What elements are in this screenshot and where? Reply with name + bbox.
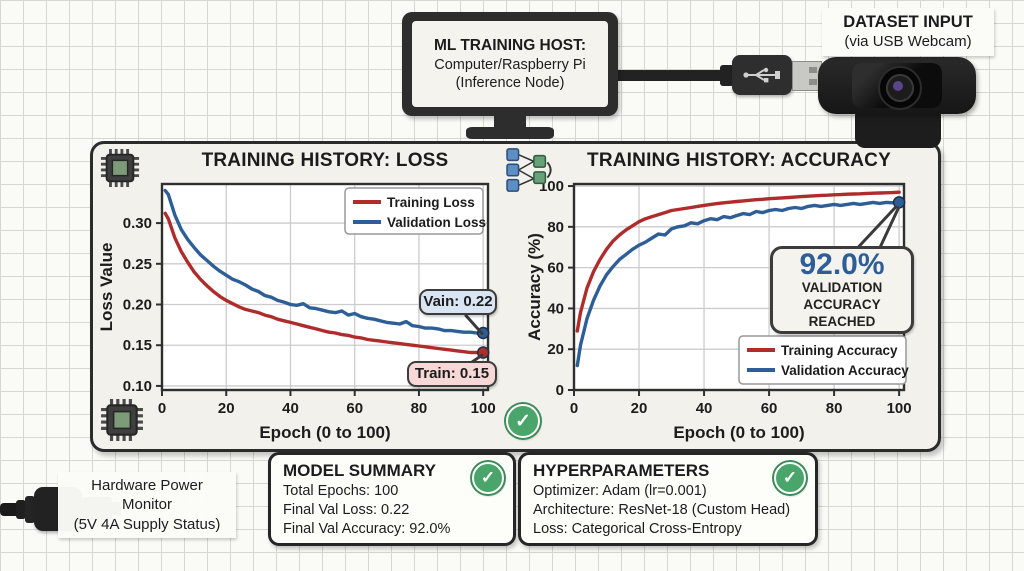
cpu-chip-icon (100, 398, 144, 447)
svg-text:0.10: 0.10 (123, 378, 152, 395)
svg-text:20: 20 (547, 341, 564, 358)
val-accuracy-line2: ACCURACY REACHED (803, 297, 881, 330)
loss-chart: 0 20 40 60 80 100 0.10 0.15 0.20 0.25 0.30 Epoch (0… (98, 182, 496, 442)
hyperparameters-optimizer: Optimizer: Adam (lr=0.001) (533, 483, 707, 499)
monitor-stand-neck (494, 116, 526, 128)
svg-text:40: 40 (696, 400, 713, 417)
svg-text:60: 60 (761, 400, 778, 417)
usb-contact (809, 79, 817, 85)
dataset-input-subtitle: (via USB Webcam) (844, 32, 972, 50)
svg-text:Epoch (0 to 100): Epoch (0 to 100) (673, 423, 804, 442)
svg-text:0.25: 0.25 (123, 256, 152, 273)
svg-text:0: 0 (570, 400, 578, 417)
svg-text:60: 60 (346, 400, 363, 417)
usb-cable (614, 70, 726, 81)
dataset-input-title: DATASET INPUT (843, 13, 973, 32)
model-summary-title: MODEL SUMMARY (283, 461, 436, 480)
cpu-chip-icon (100, 148, 140, 193)
usb-contact (809, 67, 817, 73)
svg-text:Training Accuracy: Training Accuracy (781, 343, 898, 358)
neural-network-icon (505, 147, 557, 198)
host-monitor-screen: ML TRAINING HOST: Computer/Raspberry Pi … (412, 21, 608, 107)
power-plug-ridge (16, 500, 26, 519)
svg-text:Validation Accuracy: Validation Accuracy (781, 363, 909, 378)
model-summary-val-accuracy: Final Val Accuracy: 92.0% (283, 521, 451, 538)
svg-text:60: 60 (547, 260, 564, 277)
loss-chart-title: TRAINING HISTORY: LOSS (201, 150, 449, 171)
svg-text:0: 0 (556, 382, 564, 399)
model-summary-val-loss: Final Val Loss: 0.22 (283, 502, 410, 519)
svg-text:100: 100 (471, 400, 496, 417)
train-loss-callout: Train: 0.15 (407, 361, 497, 387)
svg-text:0: 0 (158, 400, 166, 417)
svg-text:0.20: 0.20 (123, 297, 152, 314)
webcam-lens-glint (893, 81, 903, 91)
host-subtitle-2: (Inference Node) (455, 74, 565, 91)
svg-text:40: 40 (547, 300, 564, 317)
power-plug-ridge (25, 496, 35, 523)
check-icon: ✓ (472, 462, 504, 494)
host-subtitle: Computer/Raspberry Pi (434, 56, 586, 73)
check-icon: ✓ (774, 462, 806, 494)
svg-text:Accuracy (%): Accuracy (%) (526, 233, 544, 341)
usb-trident-icon (743, 67, 780, 83)
usb-cable-nub (720, 65, 734, 86)
dataset-input-label: DATASET INPUT (via USB Webcam) (822, 8, 994, 56)
svg-text:80: 80 (547, 219, 564, 236)
svg-text:20: 20 (631, 400, 648, 417)
val-accuracy-value: 92.0% (799, 247, 885, 281)
svg-text:80: 80 (826, 400, 843, 417)
svg-text:0.15: 0.15 (123, 337, 152, 354)
power-monitor-line3: (5V 4A Supply Status) (73, 515, 221, 533)
usb-plug-icon (732, 55, 792, 95)
val-loss-callout: Vain: 0.22 (419, 289, 497, 315)
host-title: ML TRAINING HOST: (433, 37, 587, 55)
svg-text:20: 20 (218, 400, 235, 417)
hyperparameters-architecture: Architecture: ResNet-18 (Custom Head) (533, 502, 791, 519)
svg-text:100: 100 (887, 400, 912, 417)
svg-text:0.30: 0.30 (123, 215, 152, 232)
svg-text:Training Loss: Training Loss (387, 195, 475, 210)
accuracy-chart-title: TRAINING HISTORY: ACCURACY (587, 150, 891, 171)
val-accuracy-callout: 92.0% VALIDATION ACCURACY REACHED (770, 246, 914, 334)
power-monitor-line2: Monitor (121, 496, 173, 514)
power-monitor-label: Hardware Power Monitor (5V 4A Supply Sta… (58, 472, 236, 538)
svg-text:40: 40 (282, 400, 299, 417)
model-summary-box: MODEL SUMMARY Total Epochs: 100 Final Va… (268, 452, 516, 546)
model-summary-epochs: Total Epochs: 100 (283, 483, 399, 499)
monitor-stand-base (466, 127, 554, 139)
svg-text:Validation Loss: Validation Loss (387, 215, 486, 230)
svg-text:80: 80 (411, 400, 428, 417)
svg-text:Epoch (0 to 100): Epoch (0 to 100) (259, 423, 390, 442)
hyperparameters-title: HYPERPARAMETERS (533, 461, 710, 480)
check-icon: ✓ (506, 404, 540, 438)
svg-text:Loss Value: Loss Value (98, 243, 116, 332)
hyperparameters-loss: Loss: Categorical Cross-Entropy (533, 521, 742, 538)
power-monitor-line1: Hardware Power (91, 477, 203, 495)
val-accuracy-line1: VALIDATION (801, 280, 883, 296)
hyperparameters-box: HYPERPARAMETERS Optimizer: Adam (lr=0.00… (518, 452, 818, 546)
